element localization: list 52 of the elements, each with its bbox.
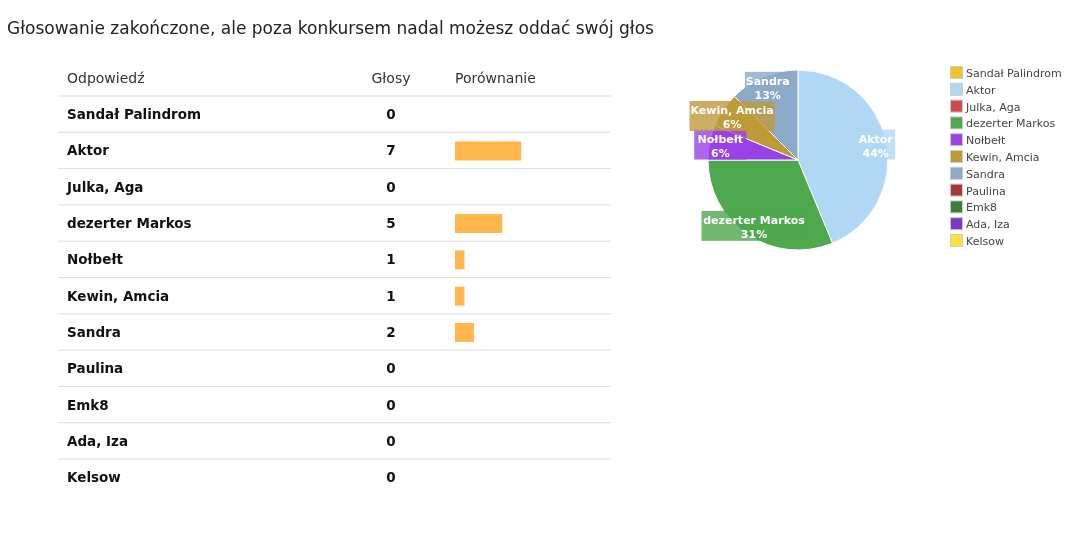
slice-label: Sandra: [745, 74, 790, 88]
legend-label: Emk8: [966, 201, 998, 215]
data-label: 2: [386, 323, 396, 340]
legend-label: Paulina: [966, 184, 1006, 198]
data-label: 0: [386, 469, 396, 486]
y-tick-label: dezerter Markos: [67, 215, 192, 232]
data-label: 0: [386, 432, 396, 449]
y-tick-label: Kelsow: [67, 469, 121, 486]
bar: [455, 286, 465, 306]
chart-title: Głosowanie zakończone, ale poza konkursem nadal możesz oddać swój głos: [7, 18, 655, 38]
y-axis-title: Odpowiedź: [67, 70, 145, 86]
y-tick-label: Nołbełt: [67, 251, 124, 268]
legend-label: Kelsow: [966, 235, 1004, 248]
data-label: 0: [386, 106, 396, 123]
data-label: 0: [386, 396, 396, 413]
y-tick-label: Kewin, Amcia: [67, 287, 170, 304]
legend-label: Sandra: [966, 167, 1005, 181]
slice-label: Nołbełt: [697, 132, 744, 146]
data-label: 5: [386, 215, 396, 232]
y-tick-label: Emk8: [67, 396, 109, 413]
y-tick-label: Ada, Iza: [67, 432, 129, 449]
data-label: 0: [386, 360, 396, 377]
y-tick-label: Sandał Palindrom: [67, 106, 202, 123]
data-label: 6%: [722, 118, 742, 131]
x-axis-title: Porównanie: [455, 70, 536, 86]
data-label: 1: [386, 287, 396, 304]
data-label: 6%: [710, 146, 730, 160]
bar: [455, 141, 522, 161]
bar: [455, 250, 465, 270]
legend-label: Nołbełt: [966, 134, 1006, 148]
legend-label: Ada, Iza: [966, 218, 1010, 232]
data-label: 1: [386, 251, 396, 268]
data-label: 44%: [862, 146, 889, 160]
slice-label: dezerter Markos: [703, 213, 806, 227]
y-tick-label: Paulina: [67, 360, 124, 377]
y-tick-label: Sandra: [67, 323, 121, 340]
slice-label: Aktor: [858, 132, 894, 146]
y-tick-label: Aktor: [67, 142, 110, 159]
data-label: 7: [386, 142, 396, 159]
data-label: 0: [386, 178, 396, 195]
legend-label: Julka, Aga: [965, 100, 1021, 114]
bar: [455, 214, 503, 234]
data-label: 13%: [754, 88, 781, 102]
legend-label: Kewin, Amcia: [966, 151, 1040, 164]
data-label: 31%: [740, 227, 768, 241]
legend-label: Aktor: [966, 83, 996, 97]
slice-label: Kewin, Amcia: [690, 104, 774, 117]
bar: [455, 322, 474, 342]
legend-label: Sandał Palindrom: [966, 67, 1062, 80]
y-tick-label: Julka, Aga: [66, 178, 144, 195]
text: Głosy: [371, 70, 411, 86]
legend-label: dezerter Markos: [966, 117, 1056, 131]
